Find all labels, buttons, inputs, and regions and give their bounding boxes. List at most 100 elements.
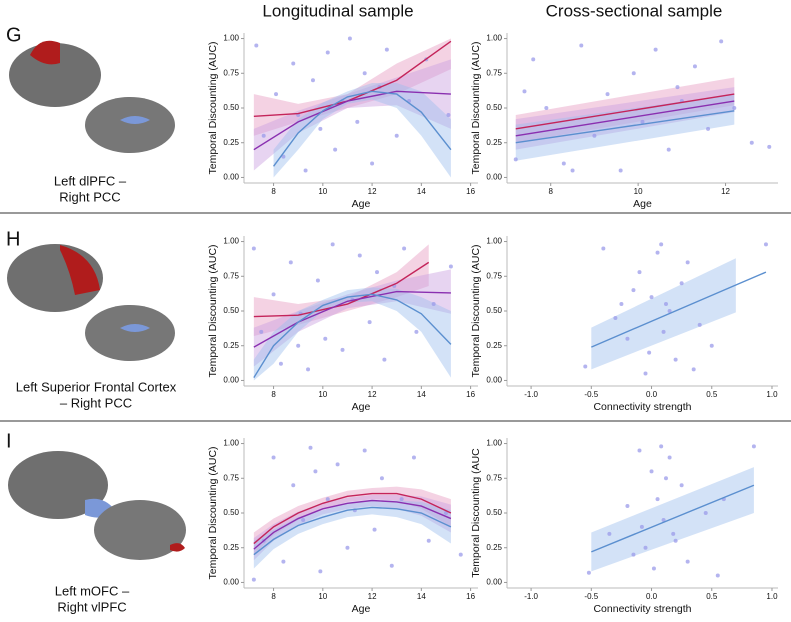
data-point	[663, 476, 668, 481]
x-tick-label: -1.0	[524, 592, 538, 601]
fit-line	[253, 261, 430, 318]
data-point	[458, 552, 463, 557]
x-tick-label: 12	[721, 187, 730, 196]
y-tick-label: 0.75	[486, 68, 502, 77]
data-point	[637, 448, 642, 453]
y-tick-label: 0.50	[223, 306, 239, 315]
data-point	[671, 531, 676, 536]
panel-letter: G	[6, 24, 22, 46]
y-tick-label: 1.00	[486, 237, 502, 246]
x-axis-label: Age	[633, 198, 652, 210]
brain-illustration	[8, 451, 186, 560]
x-axis-label: Age	[352, 603, 371, 615]
data-point	[592, 133, 597, 138]
y-tick-label: 0.50	[486, 103, 502, 112]
data-point	[281, 154, 286, 159]
data-point	[370, 161, 375, 166]
y-tick-label: 0.75	[223, 473, 239, 482]
data-point	[719, 39, 724, 44]
x-tick-label: 10	[318, 390, 327, 399]
fit-line	[272, 90, 452, 167]
data-point	[362, 71, 367, 76]
data-point	[431, 302, 436, 307]
data-point	[296, 343, 301, 348]
confidence-band	[253, 38, 451, 136]
y-tick-label: 0.75	[223, 271, 239, 280]
y-tick-label: 0.75	[223, 68, 239, 77]
data-point	[679, 281, 684, 286]
x-tick-label: 12	[368, 390, 377, 399]
data-point	[663, 302, 668, 307]
brain-illustration	[9, 40, 175, 153]
y-tick-label: 0.00	[223, 376, 239, 385]
x-tick-label: 12	[368, 592, 377, 601]
data-point	[751, 444, 756, 449]
data-point	[763, 242, 768, 247]
x-tick-label: -1.0	[524, 390, 538, 399]
column-title: Cross-sectional sample	[546, 1, 723, 20]
confidence-band	[253, 287, 451, 381]
data-point	[531, 57, 536, 62]
data-point	[274, 92, 279, 97]
data-point	[675, 85, 680, 90]
y-axis-label: Temporal Discounting (AUC	[470, 448, 482, 578]
data-point	[372, 527, 377, 532]
data-point	[647, 350, 652, 355]
data-point	[411, 455, 416, 460]
x-tick-label: -0.5	[584, 592, 598, 601]
data-point	[308, 445, 313, 450]
data-point	[643, 545, 648, 550]
confidence-band	[273, 83, 451, 178]
data-point	[384, 47, 389, 52]
data-point	[605, 92, 610, 97]
fit-line	[515, 110, 735, 144]
data-point	[318, 569, 323, 574]
data-point	[340, 347, 345, 352]
plot: 0.00 0.25 0.50 0.75 1.00 8 10 12 14 16 Age Temporal…	[207, 33, 478, 210]
data-point	[732, 106, 737, 110]
data-point	[347, 36, 352, 41]
y-tick-label: 0.00	[486, 376, 502, 385]
x-tick-label: 1.0	[766, 592, 778, 601]
data-point	[631, 71, 636, 76]
data-point	[318, 126, 323, 131]
data-point	[261, 133, 266, 138]
panel-letter: I	[6, 430, 12, 452]
data-point	[544, 106, 549, 110]
data-point	[649, 295, 654, 300]
data-point	[601, 246, 606, 251]
plot: 0.00 0.25 0.50 0.75 1.00 8 10 12 Age Temporal Dis…	[470, 33, 778, 210]
region-caption: Right PCC	[59, 189, 120, 204]
x-tick-label: 14	[417, 187, 426, 196]
y-tick-label: 1.00	[486, 34, 502, 43]
data-point	[661, 517, 666, 522]
region-caption: Right vlPFC	[57, 599, 126, 614]
x-tick-label: 8	[271, 390, 276, 399]
data-point	[679, 483, 684, 488]
data-point	[446, 112, 451, 117]
data-point	[619, 302, 624, 307]
data-point	[325, 497, 330, 502]
fit-line	[253, 506, 452, 556]
fit-line	[591, 484, 755, 553]
data-point	[291, 483, 296, 488]
data-point	[661, 329, 666, 334]
fit-line	[253, 293, 452, 379]
data-point	[389, 563, 394, 568]
panel-letter: H	[6, 228, 20, 250]
x-tick-label: 0.0	[646, 592, 658, 601]
confidence-band	[591, 258, 736, 370]
data-point	[281, 559, 286, 564]
data-point	[749, 140, 754, 145]
brain-illustration	[7, 244, 175, 361]
data-point	[625, 504, 630, 509]
fit-line	[253, 499, 452, 550]
y-tick-label: 0.25	[486, 138, 502, 147]
data-point	[625, 336, 630, 341]
data-point	[631, 288, 636, 293]
y-tick-label: 1.00	[223, 237, 239, 246]
data-point	[692, 64, 697, 69]
y-tick-label: 1.00	[486, 439, 502, 448]
data-point	[301, 517, 306, 522]
y-axis-label: Temporal Discounting (AUC)	[207, 244, 219, 377]
